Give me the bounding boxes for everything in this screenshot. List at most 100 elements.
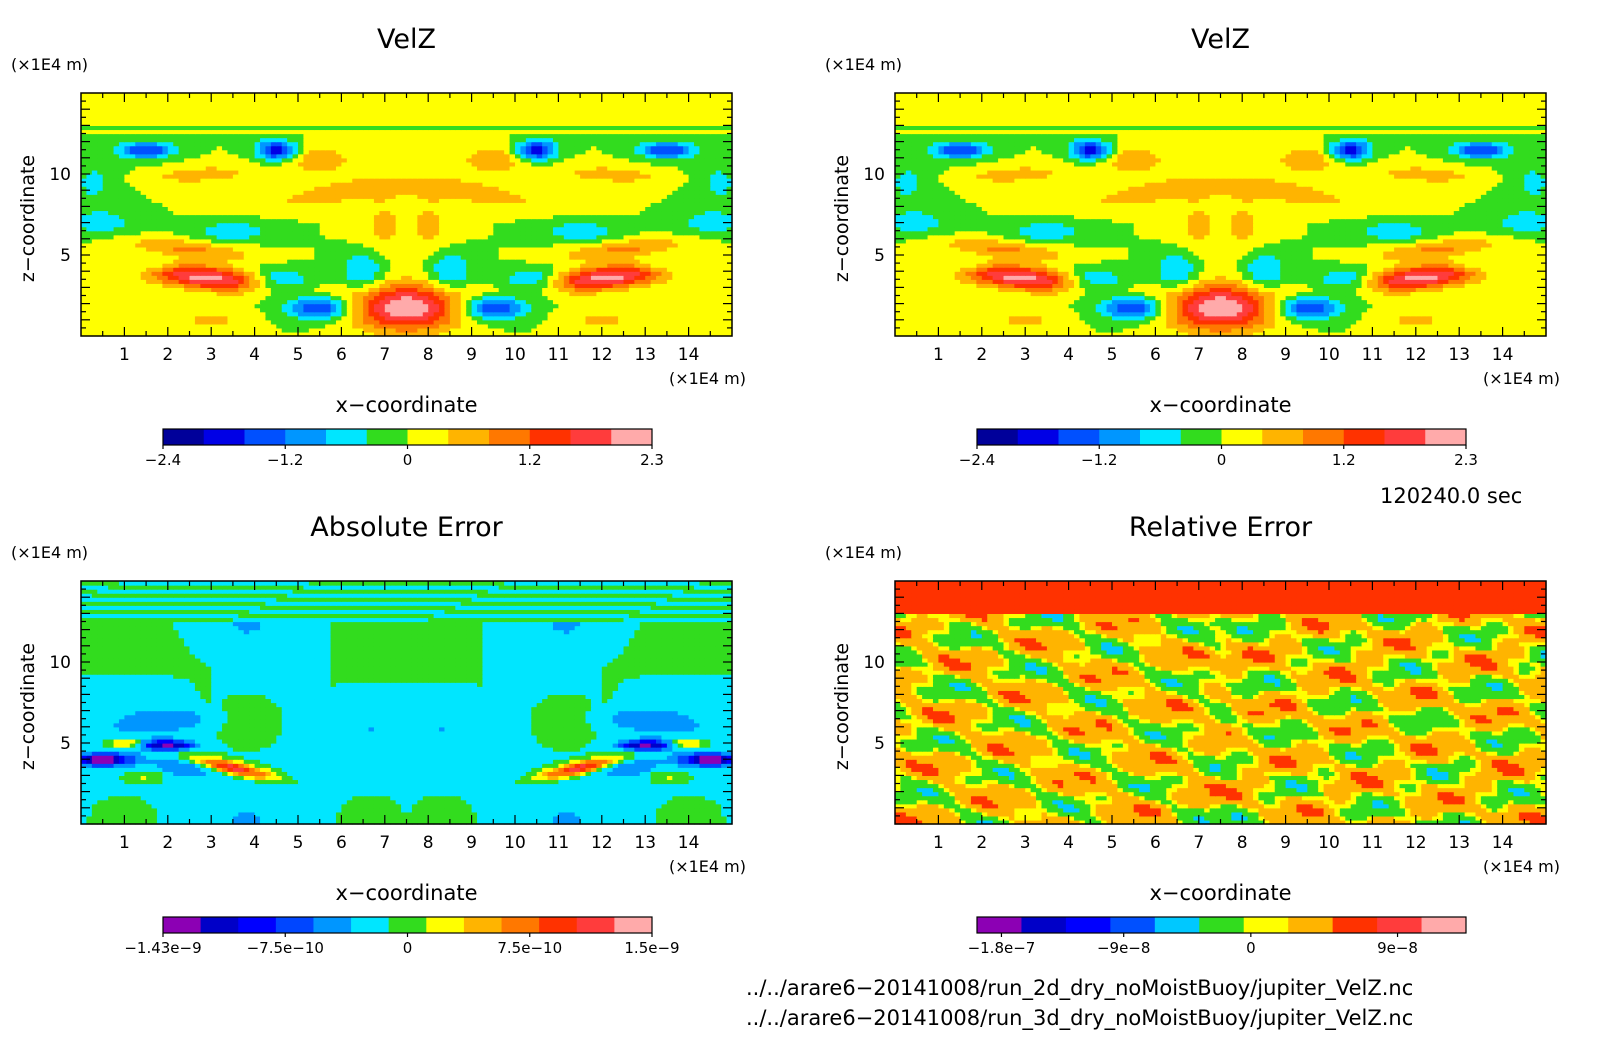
heatmap-cell xyxy=(309,219,315,224)
heatmap-cell xyxy=(363,275,369,280)
heatmap-cell xyxy=(92,235,98,240)
heatmap-cell xyxy=(303,243,309,248)
heatmap-cell xyxy=(114,275,120,280)
heatmap-cell xyxy=(135,300,141,305)
heatmap-cell xyxy=(602,202,608,207)
heatmap-cell xyxy=(108,267,114,272)
heatmap-cell xyxy=(217,263,223,268)
heatmap-cell xyxy=(293,194,299,199)
heatmap-cell xyxy=(162,178,168,183)
heatmap-cell xyxy=(672,328,678,333)
heatmap-cell xyxy=(287,271,293,276)
heatmap-cell xyxy=(575,308,581,313)
heatmap-cell xyxy=(705,215,711,220)
heatmap-cell xyxy=(162,210,168,215)
heatmap-cell xyxy=(309,267,315,272)
heatmap-cell xyxy=(439,243,445,248)
heatmap-cell xyxy=(537,182,543,187)
heatmap-cell xyxy=(173,251,179,256)
heatmap-cell xyxy=(379,186,385,191)
heatmap-cell xyxy=(265,316,271,321)
heatmap-cell xyxy=(276,287,282,292)
heatmap-cell xyxy=(542,312,548,317)
heatmap-cell xyxy=(385,194,391,199)
heatmap-cell xyxy=(488,223,494,228)
heatmap-cell xyxy=(385,235,391,240)
heatmap-cell xyxy=(363,239,369,244)
heatmap-cell xyxy=(477,263,483,268)
heatmap-cell xyxy=(656,283,662,288)
heatmap-cell xyxy=(314,316,320,321)
heatmap-cell xyxy=(179,283,185,288)
heatmap-cell xyxy=(320,263,326,268)
heatmap-cell xyxy=(260,291,266,296)
heatmap-cell xyxy=(596,283,602,288)
heatmap-cell xyxy=(336,166,342,171)
heatmap-cell xyxy=(450,279,456,284)
heatmap-cell xyxy=(249,308,255,313)
heatmap-cell xyxy=(238,210,244,215)
heatmap-cell xyxy=(287,300,293,305)
heatmap-cell xyxy=(499,235,505,240)
heatmap-cell xyxy=(86,206,92,211)
heatmap-cell xyxy=(379,235,385,240)
heatmap-cell xyxy=(184,275,190,280)
heatmap-cell xyxy=(407,174,413,179)
heatmap-cell xyxy=(374,308,380,313)
heatmap-cell xyxy=(130,210,136,215)
heatmap-cell xyxy=(716,320,722,325)
heatmap-cell xyxy=(548,263,554,268)
heatmap-cell xyxy=(591,243,597,248)
heatmap-cell xyxy=(141,182,147,187)
heatmap-cell xyxy=(238,255,244,260)
heatmap-cell xyxy=(455,304,461,309)
heatmap-cell xyxy=(233,259,239,264)
heatmap-cell xyxy=(428,316,434,321)
heatmap-cell xyxy=(298,304,304,309)
heatmap-cell xyxy=(320,324,326,329)
heatmap-cell xyxy=(683,223,689,228)
heatmap-cell xyxy=(553,174,559,179)
heatmap-cell xyxy=(461,202,467,207)
heatmap-cell xyxy=(423,174,429,179)
heatmap-cell xyxy=(699,174,705,179)
heatmap-cell xyxy=(678,231,684,236)
heatmap-cell xyxy=(520,316,526,321)
heatmap-cell xyxy=(347,251,353,256)
heatmap-cell xyxy=(347,219,353,224)
heatmap-cell xyxy=(396,279,402,284)
heatmap-cell xyxy=(206,296,212,301)
heatmap-cell xyxy=(699,223,705,228)
heatmap-cell xyxy=(493,283,499,288)
heatmap-cell xyxy=(124,287,130,292)
heatmap-cell xyxy=(667,227,673,232)
heatmap-cell xyxy=(580,170,586,175)
heatmap-cell xyxy=(152,328,158,333)
heatmap-cell xyxy=(341,275,347,280)
heatmap-cell xyxy=(591,210,597,215)
heatmap-cell xyxy=(303,198,309,203)
heatmap-cell xyxy=(634,287,640,292)
heatmap-cell xyxy=(564,300,570,305)
heatmap-cell xyxy=(152,320,158,325)
heatmap-cell xyxy=(683,255,689,260)
heatmap-cell xyxy=(412,247,418,252)
heatmap-cell xyxy=(293,320,299,325)
heatmap-cell xyxy=(439,263,445,268)
heatmap-cell xyxy=(645,239,651,244)
heatmap-cell xyxy=(699,312,705,317)
heatmap-cell xyxy=(249,259,255,264)
heatmap-cell xyxy=(249,239,255,244)
heatmap-cell xyxy=(710,259,716,264)
heatmap-cell xyxy=(564,231,570,236)
heatmap-cell xyxy=(179,267,185,272)
heatmap-cell xyxy=(298,279,304,284)
heatmap-cell xyxy=(135,283,141,288)
heatmap-cell xyxy=(108,243,114,248)
heatmap-cell xyxy=(298,166,304,171)
heatmap-cell xyxy=(173,166,179,171)
heatmap-cell xyxy=(314,186,320,191)
heatmap-cell xyxy=(119,190,125,195)
heatmap-cell xyxy=(347,279,353,284)
heatmap-cell xyxy=(195,186,201,191)
